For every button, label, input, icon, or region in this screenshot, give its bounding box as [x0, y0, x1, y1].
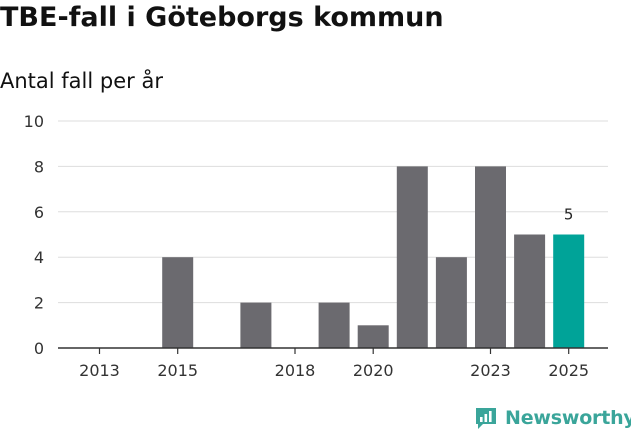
y-tick-label-2: 2 — [34, 294, 44, 313]
y-tick-label-0: 0 — [34, 339, 44, 358]
bar-2025 — [553, 234, 585, 348]
x-tick-label-2015: 2015 — [157, 361, 198, 380]
newsworthy-logo: Newsworthy — [474, 406, 631, 430]
chart-subtitle: Antal fall per år — [0, 69, 163, 93]
y-tick-label-4: 4 — [34, 248, 44, 267]
y-tick-label-10: 10 — [24, 112, 44, 131]
newsworthy-logo-icon — [476, 408, 496, 429]
y-tick-label-6: 6 — [34, 203, 44, 222]
x-tick-label-2013: 2013 — [79, 361, 120, 380]
bar-2015 — [162, 257, 194, 348]
y-tick-label-8: 8 — [34, 157, 44, 176]
bar-2019 — [318, 302, 350, 348]
bar-2017 — [240, 302, 272, 348]
x-tick-label-2018: 2018 — [275, 361, 316, 380]
x-tick-label-2025: 2025 — [548, 361, 589, 380]
data-label-2025: 5 — [564, 206, 574, 224]
chart-title: TBE-fall i Göteborgs kommun — [0, 2, 444, 33]
bar-2020 — [357, 325, 389, 348]
bar-2023 — [475, 166, 506, 348]
newsworthy-logo-text: Newsworthy — [505, 407, 631, 429]
bar-2021 — [396, 166, 428, 348]
x-tick-label-2023: 2023 — [470, 361, 511, 380]
x-tick-label-2020: 2020 — [353, 361, 394, 380]
bar-2022 — [435, 257, 467, 348]
bar-2024 — [514, 234, 546, 348]
